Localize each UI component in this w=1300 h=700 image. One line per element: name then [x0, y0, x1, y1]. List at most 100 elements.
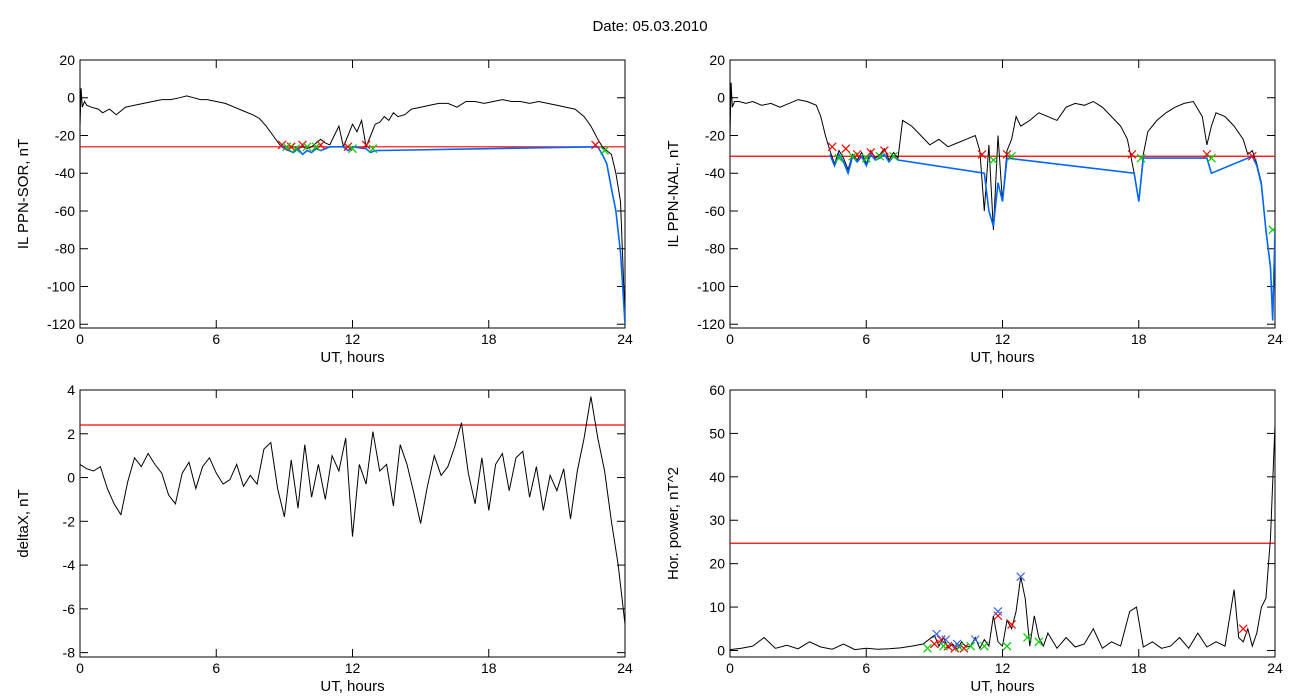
chart-3-y-tick-label: 30 [709, 512, 725, 528]
chart-2-y-tick-label: -6 [63, 601, 76, 617]
chart-2-plot-area [80, 396, 625, 625]
chart-0-y-axis-label: IL PPN-SOR, nT [15, 139, 32, 249]
chart-3-marker-blue-cross [952, 639, 962, 649]
chart-1-marker-green-cross [834, 153, 844, 163]
chart-2-y-tick-label: -2 [63, 513, 76, 529]
date-title: Date: 05.03.2010 [592, 18, 708, 35]
chart-3-x-tick-label: 24 [1267, 660, 1283, 676]
chart-1-marker-red-cross [866, 148, 876, 157]
chart-0-series-highlight-line [279, 144, 625, 325]
chart-1-x-tick-label: 6 [862, 331, 870, 347]
chart-0-plot-frame [79, 59, 626, 329]
chart-0-marker-green-cross [368, 144, 378, 154]
chart-2-y-tick-label: 2 [67, 426, 75, 442]
chart-3-marker-green-cross [979, 641, 989, 651]
chart-0-x-tick-label: 18 [481, 331, 497, 347]
panel-il-ppn-nal: 0 6 12 18 24 20 0 -20 -40 -60 -80 -100 -120 UT, hours… [665, 52, 1283, 366]
chart-1-y-tick-label: 20 [709, 52, 725, 68]
chart-0-marker-green-cross [600, 146, 609, 156]
chart-3-y-axis-label: Hor. power, nT^2 [665, 467, 682, 580]
chart-1-y-tick-label: -20 [705, 127, 725, 143]
chart-0-marker-red-cross [591, 140, 600, 150]
chart-1-plot-area [730, 82, 1275, 321]
chart-1-marker-red-cross [977, 149, 987, 159]
panel-il-ppn-sor: 0 6 12 18 24 20 0 -20 -40 -60 -80 -100 -120 UT, hours… [15, 52, 633, 366]
chart-0-x-axis-label: UT, hours [320, 349, 384, 366]
chart-3-marker-green-cross [923, 643, 932, 653]
chart-0-x-tick-label: 24 [617, 331, 633, 347]
chart-2-x-tick-label: 18 [481, 660, 497, 676]
chart-0-marker-red-cross [298, 140, 307, 150]
chart-3-marker-blue-cross [993, 606, 1003, 616]
chart-1-x-tick-label: 24 [1267, 331, 1283, 347]
chart-1-marker-green-cross [1268, 225, 1275, 235]
chart-3-marker-green-cross [1002, 641, 1012, 651]
chart-1-marker-red-cross [1002, 149, 1012, 159]
chart-1-marker-green-cross [1007, 151, 1017, 161]
chart-0-y-tick-label: 0 [67, 90, 75, 106]
chart-0-y-tick-label: -100 [47, 278, 75, 294]
chart-2-y-axis-label: deltaX, nT [15, 489, 32, 557]
panel-hor-power: 0 6 12 18 24 60 50 40 30 20 10 0 UT, hours Hor. power… [665, 382, 1283, 695]
panel-deltax: 0 6 12 18 24 4 2 0 -2 -4 -6 -8 UT, hours deltaX, nT [15, 382, 633, 695]
chart-3-y-tick-label: 50 [709, 425, 725, 441]
chart-2-y-tick-label: -8 [63, 645, 76, 661]
chart-3-marker-green-cross [966, 641, 976, 651]
chart-1-y-tick-label: -100 [697, 278, 725, 294]
chart-0-marker-green-cross [302, 142, 312, 152]
chart-0-y-tick-label: -60 [55, 203, 75, 219]
chart-1-marker-red-cross [1247, 151, 1257, 161]
chart-3-y-tick-label: 20 [709, 556, 725, 572]
chart-1-marker-red-cross [841, 144, 851, 154]
chart-2-y-tick-label: 4 [67, 382, 75, 398]
chart-0-series-main-line [80, 88, 625, 321]
chart-0-y-tick-label: -20 [55, 127, 75, 143]
chart-3-marker-green-cross [1023, 633, 1032, 642]
chart-0-x-tick-label: 6 [212, 331, 220, 347]
chart-1-y-tick-label: -80 [705, 241, 725, 257]
chart-1-x-tick-label: 18 [1131, 331, 1147, 347]
chart-3-x-tick-label: 12 [995, 660, 1011, 676]
chart-3-marker-red-cross [929, 639, 939, 649]
chart-1-marker-red-cross [852, 149, 862, 159]
chart-0-marker-green-cross [348, 144, 357, 154]
chart-3-x-tick-label: 18 [1131, 660, 1147, 676]
chart-1-marker-red-cross [879, 146, 889, 156]
chart-1-y-axis-label: IL PPN-NAL, nT [665, 141, 682, 248]
chart-2-x-tick-label: 6 [212, 660, 220, 676]
chart-0-y-tick-label: 20 [59, 52, 75, 68]
chart-3-x-axis-label: UT, hours [970, 678, 1034, 695]
chart-1-x-axis-label: UT, hours [970, 349, 1034, 366]
chart-1-marker-green-cross [875, 151, 885, 161]
chart-3-y-tick-label: 60 [709, 382, 725, 398]
chart-2-series-main-line [80, 396, 625, 625]
chart-3-series-main-line [730, 424, 1275, 651]
chart-3-x-tick-label: 6 [862, 660, 870, 676]
chart-0-marker-red-cross [361, 140, 371, 150]
chart-0-x-tick-label: 12 [345, 331, 361, 347]
chart-3-y-tick-label: 40 [709, 469, 725, 485]
chart-0-y-tick-label: -80 [55, 241, 75, 257]
chart-2-x-tick-label: 24 [617, 660, 633, 676]
chart-3-x-tick-label: 0 [726, 660, 734, 676]
chart-3-marker-red-cross [1007, 620, 1017, 629]
chart-2-y-tick-label: 0 [67, 470, 75, 486]
chart-3-marker-blue-cross [932, 629, 942, 639]
chart-2-x-axis-label: UT, hours [320, 678, 384, 695]
chart-1-marker-green-cross [1136, 153, 1146, 163]
chart-1-marker-green-cross [988, 155, 998, 165]
chart-3-y-tick-label: 0 [717, 642, 725, 658]
chart-1-y-tick-label: 0 [717, 90, 725, 106]
chart-1-y-tick-label: -120 [697, 316, 725, 332]
chart-1-y-tick-label: -40 [705, 165, 725, 181]
chart-0-y-tick-label: -120 [47, 316, 75, 332]
chart-0-y-tick-label: -40 [55, 165, 75, 181]
chart-1-marker-green-cross [889, 151, 898, 161]
chart-1-x-tick-label: 0 [726, 331, 734, 347]
chart-3-marker-green-cross [1034, 637, 1044, 647]
chart-3-marker-red-cross [1238, 624, 1248, 634]
chart-1-marker-green-cross [848, 151, 858, 161]
chart-1-marker-green-cross [861, 153, 871, 163]
chart-1-y-tick-label: -60 [705, 203, 725, 219]
